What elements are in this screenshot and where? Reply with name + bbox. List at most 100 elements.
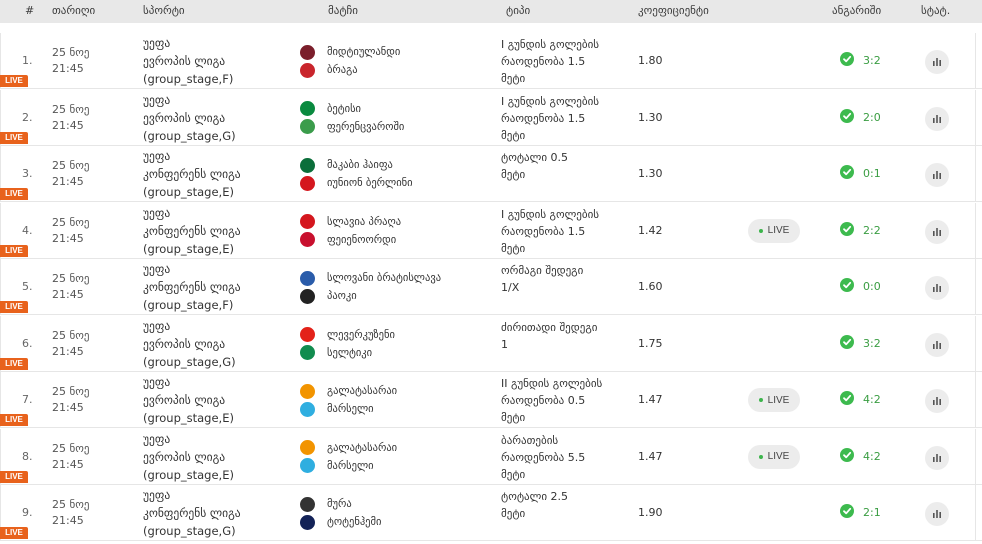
bet-type-line: ორმაგი შედეგი: [501, 264, 584, 277]
table-row[interactable]: 5. LIVE 25 ნოე 21:45 უეფა კონფერენს ლიგა (…: [0, 259, 982, 315]
match-teams[interactable]: მიდტიულანდი ბრაგა: [300, 43, 400, 79]
away-team-logo-icon: [300, 119, 315, 134]
live-button[interactable]: LIVE: [748, 218, 800, 243]
bet-type-line: მეტი: [501, 241, 526, 255]
table-row[interactable]: 1. LIVE 25 ნოე 21:45 უეფა ევროპის ლიგა (gr…: [0, 33, 982, 89]
stats-button[interactable]: [925, 163, 949, 187]
live-button[interactable]: LIVE: [748, 388, 800, 412]
sport-line: უეფა: [143, 488, 171, 502]
stats-button[interactable]: [925, 219, 949, 244]
live-tag: LIVE: [0, 357, 28, 370]
header-type[interactable]: ტიპი: [506, 4, 531, 17]
table-row[interactable]: 9. LIVE 25 ნოე 21:45 უეფა კონფერენს ლიგა (…: [0, 485, 982, 541]
header-num: #: [25, 4, 35, 17]
home-team-logo-icon: [300, 440, 315, 455]
coefficient: 1.47: [638, 393, 663, 406]
match-score: 4:2: [863, 393, 881, 406]
stats-button[interactable]: [925, 389, 949, 413]
sport-league: უეფა კონფერენს ლიგა (group_stage,G): [143, 486, 241, 540]
table-row[interactable]: 3. LIVE 25 ნოე 21:45 უეფა კონფერენს ლიგა (…: [0, 146, 982, 202]
check-icon: [840, 221, 854, 236]
date-day: 25 ნოე: [52, 159, 90, 172]
home-team[interactable]: გალატასარაი: [300, 439, 397, 457]
bar-chart-icon: [933, 453, 941, 462]
match-teams[interactable]: გალატასარაი მარსელი: [300, 382, 397, 418]
away-team[interactable]: მარსელი: [300, 457, 397, 475]
stats-button[interactable]: [925, 502, 949, 526]
match-teams[interactable]: ბეტისი ფერენცვაროში: [300, 100, 404, 136]
home-team[interactable]: მურა: [300, 495, 381, 513]
header-coef[interactable]: კოეფიციენტი: [638, 4, 709, 17]
away-team-name: სელტიკი: [327, 346, 373, 359]
away-team-logo-icon: [300, 401, 315, 417]
away-team[interactable]: ტოტენჰემი: [300, 513, 381, 531]
home-team-logo-icon: [300, 496, 315, 512]
sport-line: (group_stage,F): [143, 72, 234, 86]
date-time: 21:45: [52, 401, 84, 414]
match-teams[interactable]: მურა ტოტენჰემი: [300, 495, 381, 531]
match-teams[interactable]: ლევერკუზენი სელტიკი: [300, 326, 395, 362]
away-team[interactable]: სელტიკი: [300, 344, 395, 362]
check-icon: [840, 108, 854, 123]
bar-chart-icon: [933, 510, 941, 518]
sport-line: უეფა: [143, 205, 171, 220]
header-date[interactable]: თარიღი: [52, 4, 96, 17]
date-day: 25 ნოე: [52, 328, 90, 342]
match-teams[interactable]: გალატასარაი მარსელი: [300, 439, 397, 475]
stats-button[interactable]: [925, 276, 949, 300]
sport-line: ევროპის ლიგა: [143, 336, 226, 351]
home-team[interactable]: სლოვანი ბრატისლავა: [300, 269, 441, 287]
home-team[interactable]: სლავია პრაღა: [300, 213, 401, 231]
home-team-name: მურა: [327, 498, 352, 510]
live-button[interactable]: LIVE: [748, 444, 800, 469]
match-date: 25 ნოე 21:45: [52, 102, 89, 134]
home-team-logo-icon: [300, 214, 315, 229]
header-match[interactable]: მატჩი: [328, 4, 358, 17]
home-team[interactable]: მაკაბი ჰაიფა: [300, 156, 413, 174]
sport-line: უეფა: [143, 318, 171, 333]
table-row[interactable]: 6. LIVE 25 ნოე 21:45 უეფა ევროპის ლიგა (gr…: [0, 315, 982, 372]
stats-button[interactable]: [925, 332, 949, 357]
away-team[interactable]: ფეიენოორდი: [300, 231, 401, 249]
date-day: 25 ნოე: [52, 498, 90, 511]
header-sport[interactable]: სპორტი: [143, 4, 185, 17]
bet-type: ორმაგი შედეგი 1/X: [501, 262, 583, 296]
stats-button[interactable]: [925, 50, 949, 74]
away-team[interactable]: მარსელი: [300, 400, 397, 418]
sport-line: უეფა: [143, 262, 171, 276]
table-row[interactable]: 8. LIVE 25 ნოე 21:45 უეფა ევროპის ლიგა (gr…: [0, 428, 982, 485]
home-team[interactable]: ლევერკუზენი: [300, 326, 395, 344]
row-index: 5.: [22, 280, 33, 293]
sport-league: უეფა ევროპის ლიგა (group_stage,F): [143, 34, 233, 88]
away-team[interactable]: ბრაგა: [300, 61, 400, 79]
bar-chart-icon: [933, 114, 941, 123]
match-teams[interactable]: სლავია პრაღა ფეიენოორდი: [300, 213, 401, 249]
date-time: 21:45: [52, 231, 84, 245]
match-teams[interactable]: მაკაბი ჰაიფა იუნიონ ბერლინი: [300, 156, 413, 192]
match-teams[interactable]: სლოვანი ბრატისლავა პაოკი: [300, 269, 441, 305]
stats-button[interactable]: [925, 106, 949, 131]
away-team-name: მარსელი: [327, 459, 374, 472]
bet-type: ბარათების რაოდენობა 5.5 მეტი: [501, 432, 585, 483]
bet-type-line: I გუნდის გოლების: [501, 38, 600, 51]
sport-league: უეფა კონფერენს ლიგა (group_stage,E): [143, 147, 241, 201]
header-result[interactable]: ანგარიში: [832, 4, 882, 17]
table-row[interactable]: 7. LIVE 25 ნოე 21:45 უეფა ევროპის ლიგა (gr…: [0, 372, 982, 428]
away-team[interactable]: პაოკი: [300, 287, 441, 305]
live-dot-icon: [758, 228, 763, 233]
bet-type-line: რაოდენობა 1.5: [501, 224, 586, 238]
table-row[interactable]: 2. LIVE 25 ნოე 21:45 უეფა ევროპის ლიგა (gr…: [0, 89, 982, 146]
home-team[interactable]: მიდტიულანდი: [300, 43, 400, 61]
match-date: 25 ნოე 21:45: [52, 158, 89, 190]
home-team[interactable]: გალატასარაი: [300, 382, 397, 400]
away-team-logo-icon: [300, 288, 315, 304]
home-team-logo-icon: [300, 327, 315, 342]
live-dot-icon: [758, 398, 763, 402]
stats-button[interactable]: [925, 445, 949, 470]
away-team[interactable]: ფერენცვაროში: [300, 118, 404, 136]
sport-league: უეფა ევროპის ლიგა (group_stage,E): [143, 430, 234, 484]
table-row[interactable]: 4. LIVE 25 ნოე 21:45 უეფა კონფერენს ლიგა (…: [0, 202, 982, 259]
home-team[interactable]: ბეტისი: [300, 100, 404, 118]
bet-type-line: I გუნდის გოლების: [501, 94, 600, 108]
away-team[interactable]: იუნიონ ბერლინი: [300, 174, 413, 192]
